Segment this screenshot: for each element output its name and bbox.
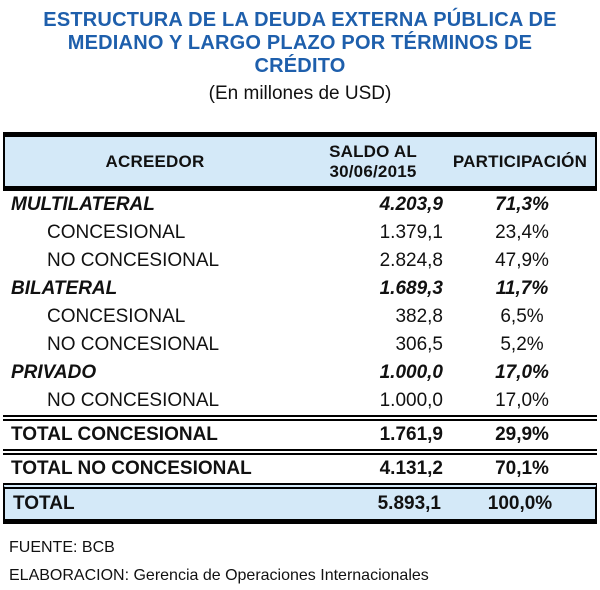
cell-participacion: 17,0% — [495, 362, 549, 383]
cell-participacion: 70,1% — [495, 458, 549, 479]
table-header-row: ACREEDOR SALDO AL 30/06/2015 PARTICIPACI… — [3, 132, 597, 191]
cell-saldo: 5.893,1 — [377, 493, 441, 514]
cell-participacion: 71,3% — [495, 194, 549, 215]
table-row-total-no-concesional: TOTAL NO CONCESIONAL 4.131,2 70,1% — [3, 449, 597, 483]
cell-saldo: 1.000,0 — [379, 390, 443, 411]
table-row: NO CONCESIONAL 2.824,8 47,9% — [3, 247, 597, 275]
row-label: BILATERAL — [11, 278, 118, 299]
cell-participacion: 23,4% — [495, 222, 549, 243]
row-label: CONCESIONAL — [47, 222, 186, 243]
cell-participacion: 47,9% — [495, 250, 549, 271]
row-label: NO CONCESIONAL — [47, 334, 220, 355]
cell-participacion: 29,9% — [495, 424, 549, 445]
table-row: MULTILATERAL 4.203,9 71,3% — [3, 191, 597, 219]
cell-saldo: 4.131,2 — [379, 458, 443, 479]
title-line-2: MEDIANO Y LARGO PLAZO POR TÉRMINOS DE — [67, 32, 533, 54]
cell-saldo: 4.203,9 — [379, 194, 443, 215]
cell-saldo: 2.824,8 — [379, 250, 443, 271]
cell-saldo: 1.000,0 — [379, 362, 443, 383]
header-saldo-line2: 30/06/2015 — [329, 161, 417, 181]
table-row: BILATERAL 1.689,3 11,7% — [3, 275, 597, 303]
table-row: NO CONCESIONAL 1.000,0 17,0% — [3, 387, 597, 415]
cell-saldo: 306,5 — [395, 334, 443, 355]
table-row: CONCESIONAL 382,8 6,5% — [3, 303, 597, 331]
table-row: CONCESIONAL 1.379,1 23,4% — [3, 219, 597, 247]
title-line-1: ESTRUCTURA DE LA DEUDA EXTERNA PÚBLICA D… — [43, 9, 557, 31]
row-label: TOTAL NO CONCESIONAL — [11, 458, 252, 479]
units-subtitle: (En millones de USD) — [208, 83, 392, 104]
cell-saldo: 382,8 — [395, 306, 443, 327]
table-row: PRIVADO 1.000,0 17,0% — [3, 359, 597, 387]
cell-saldo: 1.689,3 — [379, 278, 443, 299]
source-note: FUENTE: BCB — [9, 539, 115, 556]
table-row-grand-total: TOTAL 5.893,1 100,0% — [3, 483, 597, 524]
page-title: ESTRUCTURA DE LA DEUDA EXTERNA PÚBLICA D… — [0, 9, 600, 78]
row-label: NO CONCESIONAL — [47, 250, 220, 271]
cell-participacion: 17,0% — [495, 390, 549, 411]
debt-structure-table: ACREEDOR SALDO AL 30/06/2015 PARTICIPACI… — [3, 132, 597, 524]
cell-participacion: 100,0% — [487, 493, 553, 514]
header-participacion: PARTICIPACIÓN — [452, 151, 588, 171]
cell-saldo: 1.761,9 — [379, 424, 443, 445]
elaboration-note: ELABORACION: Gerencia de Operaciones Int… — [9, 567, 429, 584]
row-label: TOTAL — [13, 493, 75, 514]
cell-participacion: 5,2% — [500, 334, 544, 355]
row-label: MULTILATERAL — [11, 194, 155, 215]
header-saldo: SALDO AL 30/06/2015 — [305, 142, 445, 182]
cell-saldo: 1.379,1 — [379, 222, 443, 243]
row-label: PRIVADO — [11, 362, 97, 383]
cell-participacion: 6,5% — [500, 306, 544, 327]
header-acreedor: ACREEDOR — [105, 151, 205, 171]
title-line-3: CRÉDITO — [254, 55, 346, 77]
cell-participacion: 11,7% — [495, 278, 549, 299]
table-row-total-concesional: TOTAL CONCESIONAL 1.761,9 29,9% — [3, 415, 597, 449]
row-label: TOTAL CONCESIONAL — [11, 424, 218, 445]
row-label: CONCESIONAL — [47, 306, 186, 327]
header-saldo-line1: SALDO AL — [329, 141, 417, 161]
table-footnotes: FUENTE: BCB ELABORACION: Gerencia de Ope… — [3, 532, 597, 588]
row-label: NO CONCESIONAL — [47, 390, 220, 411]
table-row: NO CONCESIONAL 306,5 5,2% — [3, 331, 597, 359]
